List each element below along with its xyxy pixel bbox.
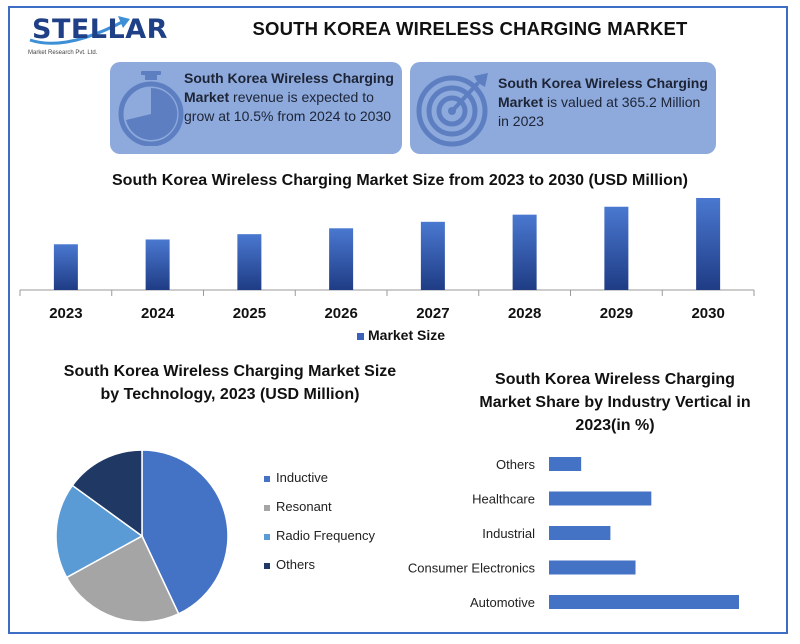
- stellar-logo: STELLAR Market Research Pvt. Ltd.: [26, 10, 167, 58]
- logo-swoosh-icon: [29, 16, 130, 45]
- x-tick-label: 2030: [691, 305, 724, 322]
- x-tick-label: 2025: [233, 305, 266, 322]
- legend-label: Market Size: [368, 327, 445, 343]
- legend-swatch: [357, 333, 364, 340]
- hbar-industrial: [549, 526, 611, 540]
- x-tick-label: 2026: [324, 305, 357, 322]
- logo-text: STELLAR: [32, 14, 168, 45]
- legend-swatch: [264, 533, 270, 540]
- stat-text-growth: South Korea Wireless Charging Market rev…: [184, 69, 394, 126]
- hbar-healthcare: [549, 491, 652, 506]
- y-tick-label: Others: [496, 457, 536, 472]
- pie-legend-item-inductive: Inductive: [264, 470, 328, 485]
- hbar-chart-title: South Korea Wireless Charging Market Sha…: [479, 371, 751, 434]
- target-icon: [416, 68, 492, 153]
- legend-swatch: [264, 475, 270, 482]
- y-tick-label: Automotive: [470, 595, 535, 610]
- bar-2025: [237, 234, 262, 290]
- market-size-bar-chart: 2023 2024 2025 2026 2027 2028 2029 2030 Market S…: [19, 198, 755, 343]
- bar-2029: [604, 206, 629, 290]
- pie-slice-inductive: [141, 449, 229, 615]
- bar-2026: [329, 228, 354, 290]
- pie-slice-resonant: [65, 534, 180, 623]
- legend-swatch: [264, 504, 270, 511]
- x-tick-label: 2029: [600, 305, 633, 322]
- technology-pie-chart: [55, 449, 229, 623]
- stat-rest-value: is valued at 365.2 Million in 2023: [498, 94, 701, 129]
- bar-2030: [696, 198, 721, 290]
- stopwatch-icon: [118, 70, 184, 151]
- pie-legend-item-resonant: Resonant: [264, 499, 332, 514]
- bar-2028: [512, 214, 537, 290]
- pie-legend-item-radio-frequency: Radio Frequency: [264, 528, 375, 543]
- infographic-frame: [8, 6, 788, 634]
- pie-legend-item-others: Others: [264, 557, 315, 572]
- x-tick-label: 2028: [508, 305, 541, 322]
- y-tick-label: Consumer Electronics: [408, 561, 536, 576]
- pie-chart-title: South Korea Wireless Charging Market Siz…: [63, 363, 397, 403]
- legend-label: Inductive: [276, 470, 329, 485]
- stat-text-value: South Korea Wireless Charging Market is …: [498, 74, 708, 131]
- stat-rest-growth: revenue is expected to grow at 10.5% fro…: [184, 89, 392, 124]
- x-tick-label: 2023: [49, 305, 82, 322]
- y-tick-label: Healthcare: [472, 492, 535, 507]
- hbar-automotive: [549, 595, 739, 609]
- legend-label: Resonant: [276, 499, 332, 514]
- legend-label: Radio Frequency: [276, 528, 375, 543]
- logo-subtext: Market Research Pvt. Ltd.: [28, 50, 98, 56]
- pie-slice-others: [71, 449, 143, 538]
- bar-2027: [420, 221, 445, 290]
- hbar-others: [549, 457, 582, 471]
- stat-box-growth: South Korea Wireless Charging Market rev…: [110, 62, 402, 154]
- industry-vertical-bar-chart: Others Healthcare Industrial Consumer Elect…: [408, 457, 739, 610]
- pie-slice-radio-frequency: [55, 484, 144, 579]
- bar-2023: [53, 244, 78, 290]
- page-title: SOUTH KOREA WIRELESS CHARGING MARKET: [252, 18, 688, 39]
- bar-chart-title: South Korea Wireless Charging Market Siz…: [112, 172, 688, 189]
- y-tick-label: Industrial: [482, 526, 535, 541]
- hbar-consumer-electronics: [549, 560, 636, 575]
- x-tick-label: 2024: [141, 305, 175, 322]
- legend-label: Others: [276, 557, 316, 572]
- stat-bold-value: South Korea Wireless Charging Market: [498, 75, 708, 110]
- bar-2024: [145, 239, 170, 290]
- legend-swatch: [264, 562, 270, 569]
- x-tick-label: 2027: [416, 305, 449, 322]
- stat-bold-growth: South Korea Wireless Charging Market: [184, 70, 394, 105]
- stat-box-value: South Korea Wireless Charging Market is …: [410, 62, 716, 154]
